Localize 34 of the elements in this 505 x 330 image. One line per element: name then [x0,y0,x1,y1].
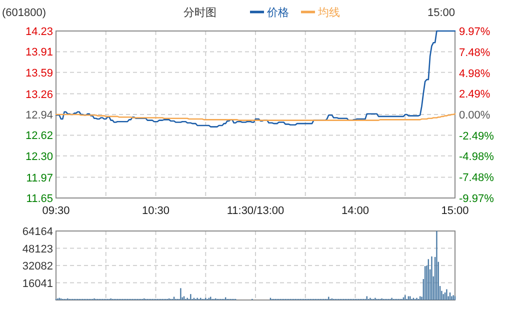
y2-tick-label: -4.98% [459,151,494,164]
y-tick-label: 12.30 [25,150,53,163]
line-series [55,30,456,128]
text: 15:00 [427,7,455,19]
legend-label: 价格 [266,7,289,19]
y2-tick-label: 2.49% [459,88,490,101]
y-tick-label: 13.59 [25,67,53,80]
x-tick-label: 09:30 [42,205,70,217]
y-tick-label: 13.26 [25,88,53,101]
x-tick-label: 11:30/13:00 [226,205,284,217]
y-tick-label: 12.62 [25,130,53,142]
x-tick-label: 15:00 [441,205,469,217]
y-tick-label: 64164 [22,226,53,238]
y-tick-label: 32082 [22,260,53,272]
chart-subtitle: 分时图 [184,6,216,19]
x-tick-label: 10:30 [142,205,170,217]
y-tick-label: 16041 [22,278,53,290]
y-tick-label: 11.97 [26,172,53,184]
y-tick-label: 11.65 [26,193,53,205]
y2-tick-label: -2.49% [459,130,494,142]
y-tick-label: 48123 [22,243,53,256]
y2-tick-label: -7.48% [459,172,494,184]
y-tick-label: 13.91 [25,46,53,59]
y2-tick-label: -9.97% [459,193,494,205]
legend-label: 均线 [317,6,340,19]
y2-tick-label: 4.98% [459,68,490,80]
y2-tick-label: 7.48% [459,46,490,59]
line-series [55,113,456,121]
y2-tick-label: 0.00% [459,110,490,122]
y-tick-label: 12.94 [25,110,53,122]
y2-tick-label: 9.97% [459,26,490,38]
chart-title: (601800) [2,7,46,19]
x-tick-label: 14:00 [341,205,370,217]
y-tick-label: 14.23 [25,26,53,38]
